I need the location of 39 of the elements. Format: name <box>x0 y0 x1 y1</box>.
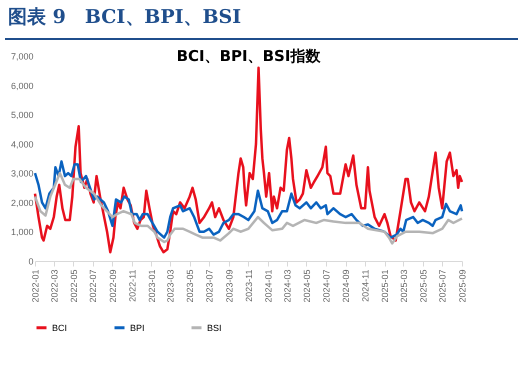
x-tick-label: 2024-01 <box>263 270 274 303</box>
x-tick-label: 2024-07 <box>321 270 332 303</box>
line-series <box>34 66 464 254</box>
x-tick-label: 2022-03 <box>49 270 60 303</box>
y-tick-label: 5,000 <box>10 110 34 120</box>
y-tick-label: 0 <box>28 256 34 266</box>
x-tick-label: 2024-03 <box>282 270 292 303</box>
line-series <box>34 160 464 239</box>
x-tick-label: 2024-11 <box>360 270 371 302</box>
x-tick-label: 2023-03 <box>166 270 176 303</box>
x-tick-label: 2023-11 <box>244 270 254 302</box>
x-tick-label: 2023-09 <box>224 270 234 303</box>
x-tick-label: 2025-09 <box>458 270 468 303</box>
x-tick-label: 2022-11 <box>127 270 138 302</box>
line-series <box>34 172 464 245</box>
y-tick-label: 1,000 <box>10 227 34 238</box>
legend-label: BCI <box>52 322 68 333</box>
y-tick-label: 7,000 <box>10 52 34 62</box>
y-tick-label: 4,000 <box>10 139 34 150</box>
x-tick-label: 2022-05 <box>68 270 79 303</box>
x-tick-label: 2025-05 <box>418 270 428 303</box>
x-tick-label: 2023-05 <box>185 270 196 303</box>
x-tick-label: 2022-07 <box>88 270 98 303</box>
x-tick-label: 2024-09 <box>341 270 352 303</box>
x-tick-label: 2023-01 <box>146 270 157 303</box>
y-tick-label: 6,000 <box>10 80 34 91</box>
x-tick-label: 2023-07 <box>204 270 215 303</box>
x-tick-label: 2022-09 <box>108 270 118 303</box>
chart-title: 图表 9 BCI、BPI、BSI <box>8 5 242 30</box>
x-tick-label: 2022-01 <box>30 270 40 303</box>
x-tick-label: 2025-07 <box>438 270 448 303</box>
legend-label: BPI <box>130 322 145 333</box>
y-tick-label: 3,000 <box>10 168 34 179</box>
x-tick-label: 2025-01 <box>380 270 390 303</box>
y-tick-label: 2,000 <box>10 198 34 208</box>
legend-label: BSI <box>207 322 222 333</box>
chart-subtitle: BCI、BPI、BSI指数 <box>176 47 322 65</box>
x-tick-label: 2025-03 <box>398 270 409 303</box>
x-tick-label: 2024-05 <box>302 270 312 303</box>
